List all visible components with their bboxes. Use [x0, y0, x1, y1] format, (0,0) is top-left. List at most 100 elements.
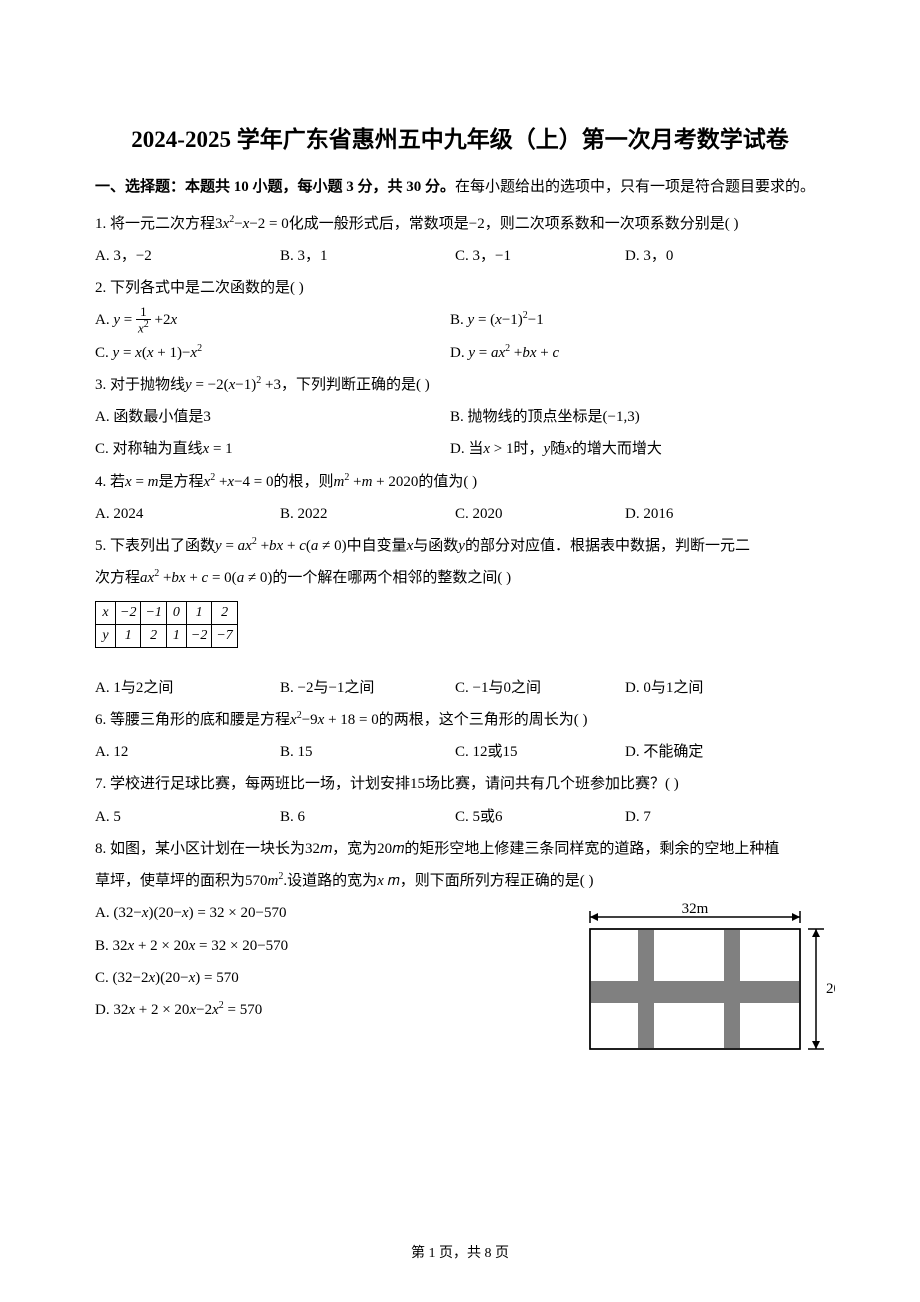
- q2-d-eq: =: [475, 345, 491, 361]
- q3-c: −1): [235, 377, 256, 393]
- q2-b-pre: B.: [450, 312, 468, 328]
- q4-f: +: [349, 474, 361, 490]
- q3-c-a: C. 对称轴为直线: [95, 441, 203, 457]
- q7-opt-c: C. 5或6: [455, 801, 625, 833]
- q4-g: + 2020的值为( ): [372, 474, 477, 490]
- q4-d: +: [215, 474, 227, 490]
- table-cell: −2: [186, 624, 211, 647]
- q5-l2b: +: [159, 570, 171, 586]
- q3-d-a: D. 当: [450, 441, 483, 457]
- q3-d-b: > 1时，: [490, 441, 543, 457]
- q5-g: 与函数: [413, 538, 458, 554]
- q2-a-y: y: [113, 312, 120, 328]
- q8-d-b: + 2 × 20: [135, 1002, 189, 1018]
- q5-l2d: = 0(: [208, 570, 236, 586]
- q8-d-c: −2: [196, 1002, 212, 1018]
- q5-options: A. 1与2之间 B. −2与−1之间 C. −1与0之间 D. 0与1之间: [95, 672, 825, 704]
- table-cell: y: [96, 624, 116, 647]
- q6-a: 6. 等腰三角形的底和腰是方程: [95, 712, 290, 728]
- q4-opt-a: A. 2024: [95, 498, 280, 530]
- q8-l2c: 𝑚，则下面所列方程正确的是( ): [384, 873, 594, 889]
- q1-opt-c: C. 3，−1: [455, 240, 625, 272]
- q6-opt-d: D. 不能确定: [625, 736, 703, 768]
- q4-opt-d: D. 2016: [625, 498, 673, 530]
- q7-opt-d: D. 7: [625, 801, 651, 833]
- q5-h: 的部分对应值．根据表中数据，判断一元二: [465, 538, 750, 554]
- table-cell: −1: [141, 601, 166, 624]
- q2-a-pre: A.: [95, 312, 113, 328]
- q5-l2a: 次方程: [95, 570, 140, 586]
- q8-c-a: C. (32−2: [95, 970, 148, 986]
- q8-a-b: )(20−: [148, 905, 181, 921]
- table-cell: 0: [166, 601, 186, 624]
- q2-opt-c: C. y = x(x + 1)−x2: [95, 337, 450, 369]
- q2-b-mid: −1): [502, 312, 523, 328]
- q4-e: −4 = 0的根，则: [234, 474, 333, 490]
- q1-options: A. 3，−2 B. 3，1 C. 3，−1 D. 3，0: [95, 240, 825, 272]
- question-1: 1. 将一元二次方程3x2−x−2 = 0化成一般形式后，常数项是−2，则二次项…: [95, 208, 825, 240]
- q7-options: A. 5 B. 6 C. 5或6 D. 7: [95, 801, 825, 833]
- q8-a-a: A. (32−: [95, 905, 142, 921]
- q8-d-a: D. 32: [95, 1002, 128, 1018]
- q2-row1: A. y = 1x2 +2x B. y = (x−1)2−1: [95, 304, 825, 336]
- q2-a-num: 1: [136, 305, 151, 320]
- q8-c-c: ) = 570: [195, 970, 238, 986]
- q8-l2b: .设道路的宽为: [283, 873, 377, 889]
- question-2: 2. 下列各式中是二次函数的是( ): [95, 272, 825, 304]
- question-8-line1: 8. 如图，某小区计划在一块长为32𝑚，宽为20𝑚的矩形空地上修建三条同样宽的道…: [95, 833, 825, 865]
- q4-opt-c: C. 2020: [455, 498, 625, 530]
- q7-opt-a: A. 5: [95, 801, 280, 833]
- table-row: x −2 −1 0 1 2: [96, 601, 238, 624]
- q3-d: +3，下列判断正确的是( ): [261, 377, 429, 393]
- q1-text-b: −: [234, 216, 242, 232]
- q4-options: A. 2024 B. 2022 C. 2020 D. 2016: [95, 498, 825, 530]
- q2-row2: C. y = x(x + 1)−x2 D. y = ax2 +bx + c: [95, 337, 825, 369]
- q4-c: 是方程: [159, 474, 204, 490]
- q2-c-mid: =: [119, 345, 135, 361]
- q6-c: + 18 = 0的两根，这个三角形的周长为( ): [324, 712, 587, 728]
- q5-opt-a: A. 1与2之间: [95, 672, 280, 704]
- q3-d-c: 随: [550, 441, 565, 457]
- section-1-header: 一、选择题：本题共 10 小题，每小题 3 分，共 30 分。在每小题给出的选项…: [95, 172, 825, 204]
- table-cell: x: [96, 601, 116, 624]
- q8-figure: 32m 20m: [580, 901, 835, 1051]
- q2-a-after: +2: [151, 312, 171, 328]
- q3-opt-d: D. 当x > 1时，y随x的增大而增大: [450, 433, 662, 465]
- table-cell: −2: [116, 601, 141, 624]
- q8-b-c: = 32 × 20−570: [195, 938, 288, 954]
- q5-a: 5. 下表列出了函数: [95, 538, 215, 554]
- q3-opt-a: A. 函数最小值是3: [95, 401, 450, 433]
- q5-l2c: +: [186, 570, 202, 586]
- q3-d-d: 的增大而增大: [572, 441, 662, 457]
- q4-b: =: [132, 474, 148, 490]
- q8-b-b: + 2 × 20: [134, 938, 188, 954]
- q2-a-eq: =: [120, 312, 136, 328]
- q8-b-a: B. 32: [95, 938, 128, 954]
- q6-b: −9: [302, 712, 318, 728]
- q5-f: ≠ 0)中自变量: [318, 538, 406, 554]
- q6-options: A. 12 B. 15 C. 12或15 D. 不能确定: [95, 736, 825, 768]
- q7-opt-b: B. 6: [280, 801, 455, 833]
- q5-table: x −2 −1 0 1 2 y 1 2 1 −2 −7: [95, 601, 238, 648]
- q8-l2a: 草坪，使草坪的面积为570: [95, 873, 268, 889]
- q8-c-b: )(20−: [155, 970, 188, 986]
- q8-a-c: ) = 32 × 20−570: [189, 905, 287, 921]
- table-cell: 1: [116, 624, 141, 647]
- q5-c: +: [257, 538, 269, 554]
- q3-a: 3. 对于抛物线: [95, 377, 185, 393]
- q1-opt-b: B. 3，1: [280, 240, 455, 272]
- q2-c-plus: + 1)−: [154, 345, 191, 361]
- question-4: 4. 若x = m是方程x2 +x−4 = 0的根，则m2 +m + 2020的…: [95, 466, 825, 498]
- section-1-rest: 在每小题给出的选项中，只有一项是符合题目要求的。: [455, 179, 815, 195]
- question-5-line2: 次方程ax2 +bx + c = 0(a ≠ 0)的一个解在哪两个相邻的整数之间…: [95, 562, 825, 594]
- q6-opt-b: B. 15: [280, 736, 455, 768]
- question-5-line1: 5. 下表列出了函数y = ax2 +bx + c(a ≠ 0)中自变量x与函数…: [95, 530, 825, 562]
- q1-opt-a: A. 3，−2: [95, 240, 280, 272]
- q3-c-b: = 1: [209, 441, 232, 457]
- fig-label-top: 32m: [682, 901, 709, 917]
- table-cell: 1: [186, 601, 211, 624]
- q2-b-end: −1: [528, 312, 544, 328]
- q5-l2e: ≠ 0)的一个解在哪两个相邻的整数之间( ): [244, 570, 511, 586]
- q5-opt-d: D. 0与1之间: [625, 672, 703, 704]
- question-6: 6. 等腰三角形的底和腰是方程x2−9x + 18 = 0的两根，这个三角形的周…: [95, 704, 825, 736]
